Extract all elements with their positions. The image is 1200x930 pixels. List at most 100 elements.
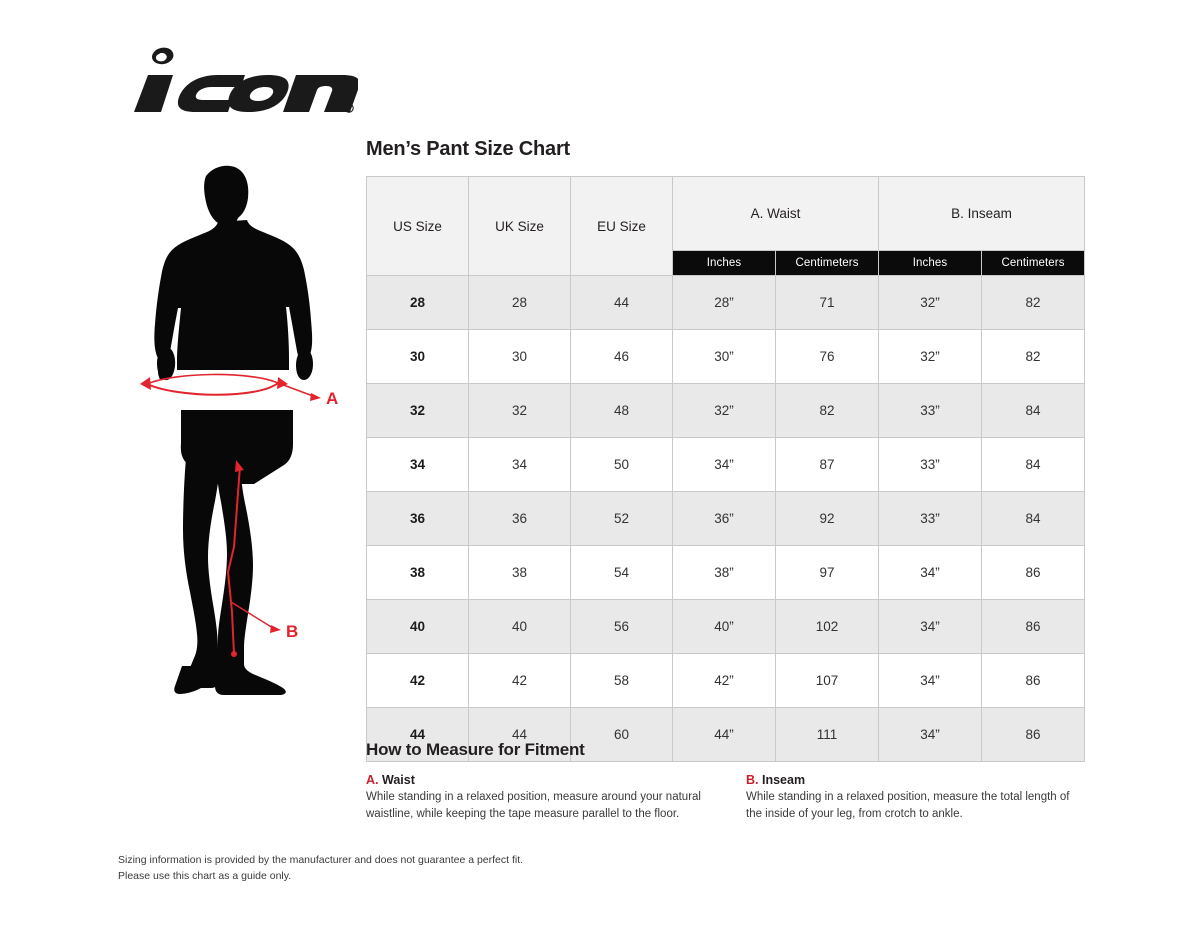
table-cell-inseam-in: 33”	[878, 491, 983, 546]
disclaimer-note: Sizing information is provided by the ma…	[118, 852, 638, 885]
table-cell-inseam-in: 34”	[878, 653, 983, 708]
column-header-uk-size: UK Size	[468, 176, 571, 276]
table-cell-inseam-cm: 84	[981, 437, 1086, 492]
table-cell-eu: 56	[570, 599, 673, 654]
table-cell-eu: 46	[570, 329, 673, 384]
table-cell-uk: 42	[468, 653, 571, 708]
how-to-measure-inseam-heading: B. Inseam	[746, 773, 1086, 787]
table-cell-uk: 38	[468, 545, 571, 600]
table-cell-waist-in: 34”	[672, 437, 776, 492]
table-cell-us: 32	[366, 383, 469, 438]
table-cell-eu: 60	[570, 707, 673, 762]
group-header-inseam: B. Inseam	[878, 176, 1086, 251]
table-cell-inseam-cm: 86	[981, 707, 1086, 762]
table-cell-us: 42	[366, 653, 469, 708]
table-cell-inseam-cm: 86	[981, 653, 1086, 708]
table-cell-us: 28	[366, 275, 469, 330]
size-chart-table-body: 28 28 44 28” 71 32” 82 30 30 46 30” 76 32” 82 32 32 48 32…	[366, 275, 1086, 762]
table-cell-us: 34	[366, 437, 469, 492]
table-row: 28 28 44 28” 71 32” 82	[366, 275, 1086, 330]
table-cell-inseam-cm: 86	[981, 599, 1086, 654]
table-cell-waist-cm: 102	[774, 599, 880, 654]
table-cell-inseam-cm: 86	[981, 545, 1086, 600]
table-cell-waist-in: 30”	[672, 329, 776, 384]
how-to-measure-item-inseam: B. Inseam While standing in a relaxed po…	[746, 773, 1086, 822]
table-row: 40 40 56 40” 102 34” 86	[366, 599, 1086, 654]
table-row: 32 32 48 32” 82 33” 84	[366, 383, 1086, 438]
how-to-measure-inseam-letter: B.	[746, 773, 759, 787]
table-cell-us: 30	[366, 329, 469, 384]
table-cell-inseam-in: 34”	[878, 545, 983, 600]
table-cell-inseam-cm: 82	[981, 275, 1086, 330]
table-cell-waist-cm: 92	[774, 491, 880, 546]
table-cell-us: 44	[366, 707, 469, 762]
disclaimer-line-1: Sizing information is provided by the ma…	[118, 854, 524, 866]
table-cell-eu: 44	[570, 275, 673, 330]
table-cell-waist-in: 38”	[672, 545, 776, 600]
table-cell-eu: 54	[570, 545, 673, 600]
inseam-measure-annotation	[226, 465, 274, 655]
table-cell-uk: 30	[468, 329, 571, 384]
waist-arrow-head	[140, 377, 321, 401]
size-chart-table: US Size UK Size EU Size A. Waist B. Inse…	[366, 176, 1086, 762]
table-cell-waist-cm: 97	[774, 545, 880, 600]
table-cell-uk: 40	[468, 599, 571, 654]
table-row: 38 38 54 38” 97 34” 86	[366, 545, 1086, 600]
how-to-measure-inseam-text: While standing in a relaxed position, me…	[746, 791, 1070, 820]
brand-logo: R	[118, 42, 358, 122]
how-to-measure-inseam-name: Inseam	[761, 773, 806, 787]
size-chart-table-container: US Size UK Size EU Size A. Waist B. Inse…	[366, 176, 1086, 762]
table-header-row-units: Inches Centimeters Inches Centimeters	[367, 250, 1086, 276]
table-cell-uk: 32	[468, 383, 571, 438]
table-cell-waist-in: 40”	[672, 599, 776, 654]
table-cell-waist-in: 42”	[672, 653, 776, 708]
unit-header-inseam-inches: Inches	[878, 250, 983, 276]
inseam-label: B	[286, 622, 298, 641]
table-cell-waist-cm: 87	[774, 437, 880, 492]
body-measurement-illustration: A B	[128, 162, 348, 702]
inseam-arrow-head	[231, 460, 281, 657]
table-cell-waist-in: 32”	[672, 383, 776, 438]
table-cell-uk: 44	[468, 707, 571, 762]
table-cell-inseam-in: 34”	[878, 707, 983, 762]
table-cell-waist-cm: 107	[774, 653, 880, 708]
table-cell-eu: 48	[570, 383, 673, 438]
table-cell-uk: 28	[468, 275, 571, 330]
table-cell-waist-in: 44”	[672, 707, 776, 762]
table-cell-uk: 36	[468, 491, 571, 546]
table-cell-waist-cm: 76	[774, 329, 880, 384]
table-cell-us: 40	[366, 599, 469, 654]
how-to-measure-title: How to Measure for Fitment	[366, 740, 585, 759]
table-cell-waist-cm: 71	[774, 275, 880, 330]
male-silhouette-shape	[154, 165, 313, 695]
table-cell-inseam-cm: 84	[981, 491, 1086, 546]
how-to-measure-waist-heading: A. Waist	[366, 773, 706, 787]
how-to-measure-waist-letter: A.	[366, 773, 379, 787]
table-cell-inseam-cm: 84	[981, 383, 1086, 438]
table-row: 34 34 50 34” 87 33” 84	[366, 437, 1086, 492]
table-row: 36 36 52 36” 92 33” 84	[366, 491, 1086, 546]
table-cell-inseam-in: 32”	[878, 275, 983, 330]
registered-trademark-icon: R	[344, 103, 354, 113]
table-cell-inseam-in: 33”	[878, 383, 983, 438]
table-header-row-groups: US Size UK Size EU Size A. Waist B. Inse…	[366, 176, 1086, 276]
table-cell-waist-cm: 82	[774, 383, 880, 438]
table-cell-waist-in: 28”	[672, 275, 776, 330]
table-cell-eu: 52	[570, 491, 673, 546]
table-cell-uk: 34	[468, 437, 571, 492]
how-to-measure-waist-text: While standing in a relaxed position, me…	[366, 791, 701, 820]
how-to-measure-item-waist: A. Waist While standing in a relaxed pos…	[366, 773, 706, 822]
group-header-waist: A. Waist	[671, 176, 880, 251]
table-cell-inseam-in: 33”	[878, 437, 983, 492]
waist-measure-annotation	[146, 373, 314, 397]
table-row: 42 42 58 42” 107 34” 86	[366, 653, 1086, 708]
table-cell-eu: 50	[570, 437, 673, 492]
unit-header-inseam-centimeters: Centimeters	[981, 250, 1086, 276]
column-header-us-size: US Size	[366, 176, 469, 276]
svg-text:R: R	[347, 107, 351, 113]
table-cell-us: 38	[366, 545, 469, 600]
table-cell-waist-cm: 111	[774, 707, 880, 762]
unit-header-waist-centimeters: Centimeters	[774, 250, 880, 276]
table-row: 44 44 60 44” 111 34” 86	[366, 707, 1086, 762]
waist-label: A	[326, 389, 338, 408]
